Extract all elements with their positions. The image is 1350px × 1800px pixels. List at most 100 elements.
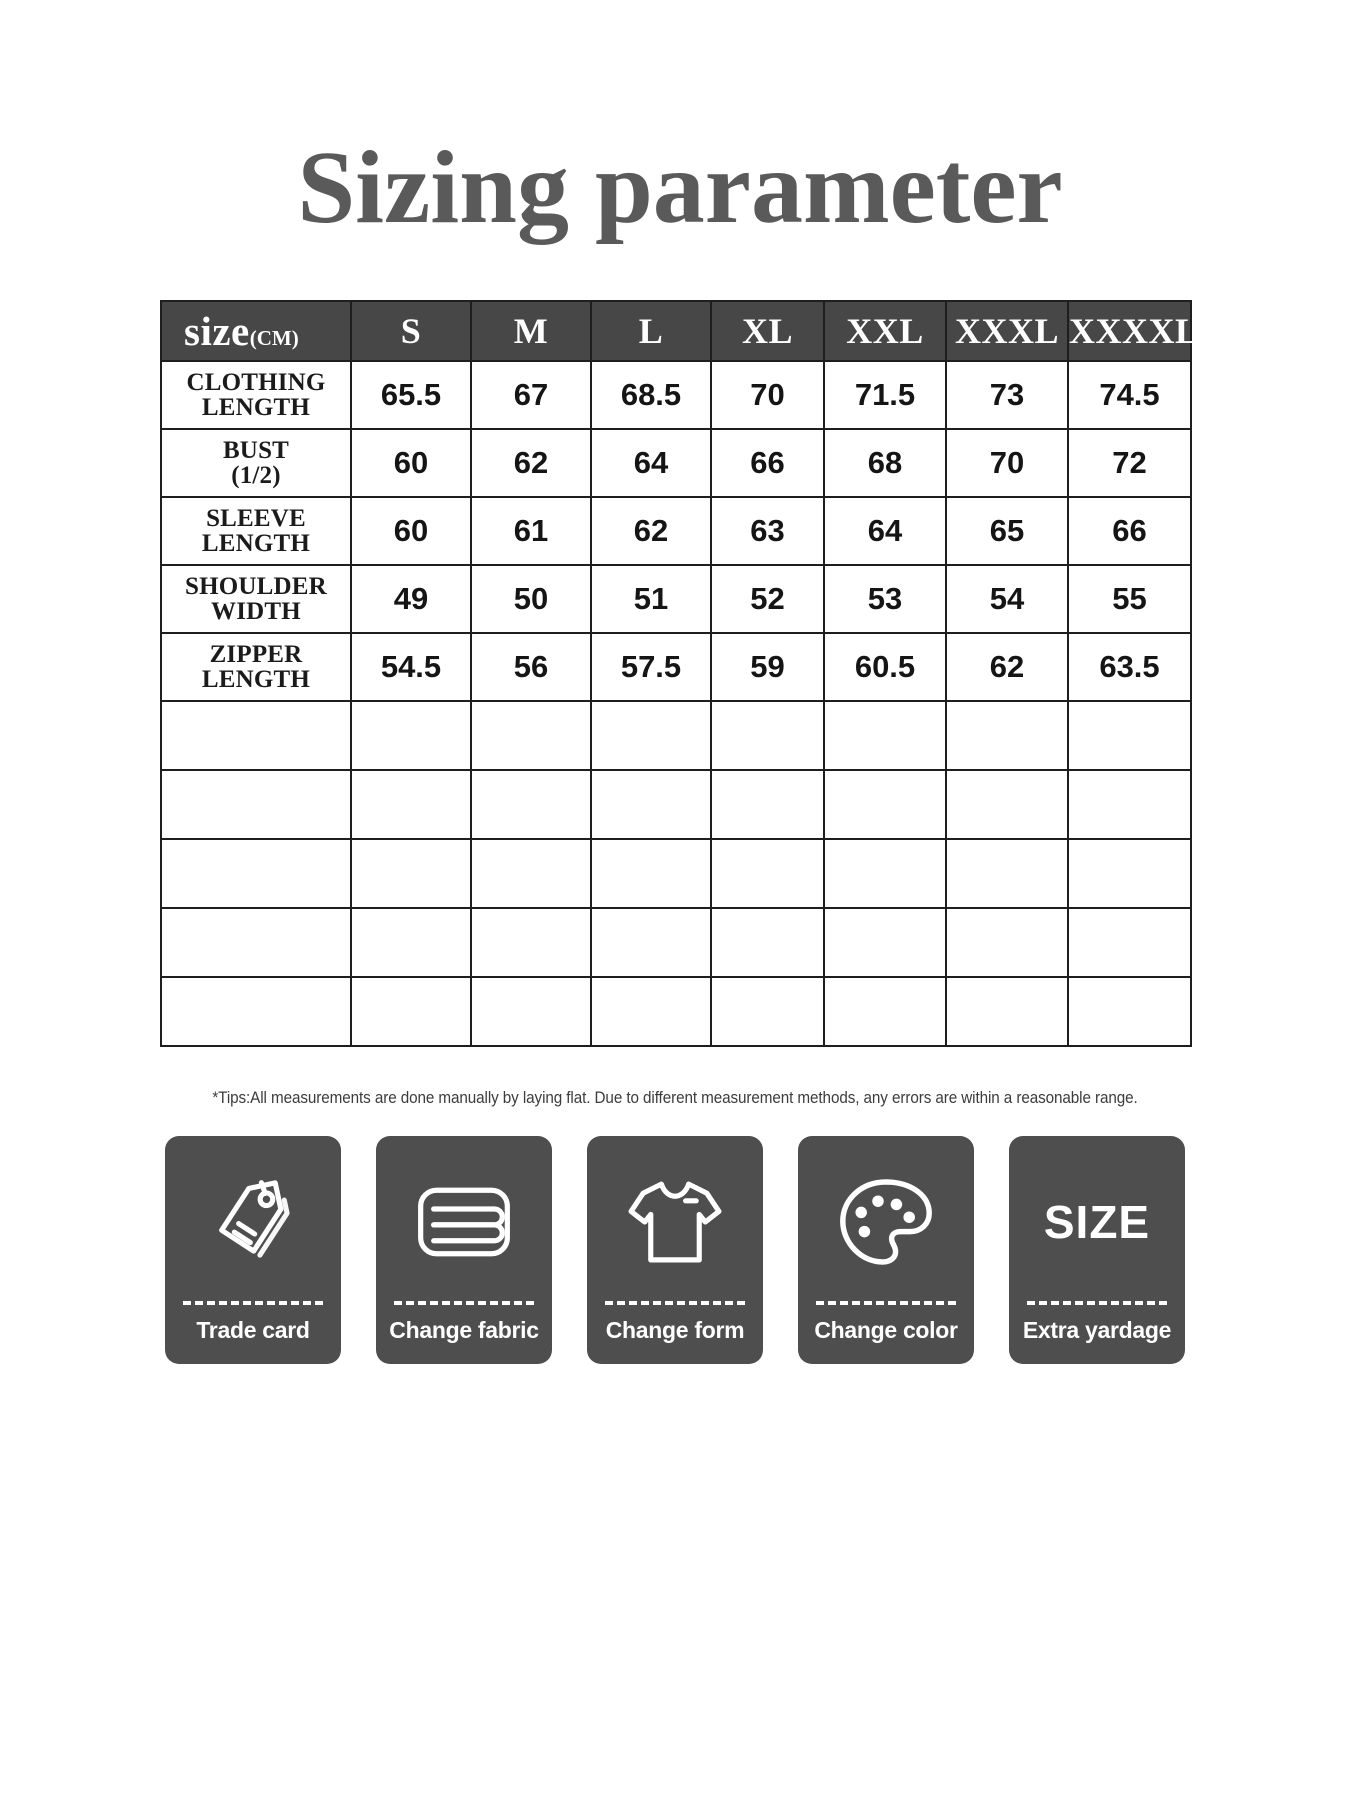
- cell-clothing-length-xl: 70: [710, 360, 825, 430]
- price-tag-icon: [205, 1174, 301, 1270]
- fabric-roll-icon: [412, 1178, 516, 1266]
- header-cell-xxxl: XXXL: [945, 300, 1069, 362]
- header-cell-xxxxl: XXXXL: [1067, 300, 1199, 362]
- card-label: Extra yardage: [1022, 1317, 1172, 1343]
- empty-cell: [590, 838, 712, 909]
- card-icon-area: SIZE: [1009, 1136, 1185, 1301]
- cell-zipper-length-m: 56: [470, 632, 592, 702]
- card-label: Change form: [605, 1317, 745, 1343]
- header-cell-s: S: [350, 300, 472, 362]
- table-header: size(CM) S M L XL XXL XXXL XXXXL: [160, 300, 1199, 362]
- card-icon-area: [165, 1136, 341, 1301]
- card-trade-card[interactable]: Trade card: [165, 1136, 341, 1364]
- empty-cell: [470, 976, 592, 1047]
- cell-zipper-length-xxl: 60.5: [823, 632, 947, 702]
- empty-cell: [1067, 700, 1192, 771]
- tshirt-icon: [625, 1174, 725, 1270]
- empty-cell: [945, 838, 1069, 909]
- row-label-line2: (1/2): [231, 462, 281, 489]
- empty-cell: [823, 907, 947, 978]
- page-title: Sizing parameter: [297, 130, 1063, 245]
- cell-clothing-length-xxl: 71.5: [823, 360, 947, 430]
- cell-bust-l: 64: [590, 428, 712, 498]
- row-label-line2: LENGTH: [201, 394, 311, 421]
- table-row: BUST (1/2) 60 62 64 66 68 70 72: [160, 428, 1192, 498]
- row-label-zipper-length: ZIPPER LENGTH: [160, 632, 352, 702]
- table-body: CLOTHING LENGTH 65.5 67 68.5 70 71.5 73 7…: [160, 360, 1192, 1047]
- empty-cell: [160, 838, 352, 909]
- empty-cell: [160, 976, 352, 1047]
- row-label-line1: SHOULDER: [185, 572, 327, 600]
- empty-cell: [470, 769, 592, 840]
- table-row-empty: [160, 907, 1192, 978]
- cell-bust-xxl: 68: [823, 428, 947, 498]
- empty-cell: [1067, 838, 1192, 909]
- empty-cell: [710, 976, 825, 1047]
- cell-clothing-length-l: 68.5: [590, 360, 712, 430]
- table-row-empty: [160, 700, 1192, 771]
- cell-bust-xxxl: 70: [945, 428, 1069, 498]
- paint-palette-icon: [836, 1174, 936, 1270]
- card-change-form[interactable]: Change form: [587, 1136, 763, 1364]
- cell-shoulder-width-xxxl: 54: [945, 564, 1069, 634]
- table-row-empty: [160, 976, 1192, 1047]
- header-cell-size: size(CM): [160, 300, 352, 362]
- card-divider: [1027, 1301, 1167, 1305]
- cell-clothing-length-s: 65.5: [350, 360, 472, 430]
- row-label-line1: CLOTHING: [186, 368, 326, 396]
- table-row: ZIPPER LENGTH 54.5 56 57.5 59 60.5 62 63.…: [160, 632, 1192, 702]
- row-label-bust: BUST (1/2): [160, 428, 352, 498]
- empty-cell: [350, 769, 472, 840]
- row-label-line2: LENGTH: [201, 530, 311, 557]
- empty-cell: [710, 907, 825, 978]
- empty-cell: [945, 769, 1069, 840]
- empty-cell: [350, 838, 472, 909]
- empty-cell: [823, 769, 947, 840]
- empty-cell: [590, 700, 712, 771]
- empty-cell: [1067, 907, 1192, 978]
- table-row-empty: [160, 838, 1192, 909]
- tips-note: *Tips:All measurements are done manually…: [212, 1089, 1138, 1107]
- empty-cell: [160, 769, 352, 840]
- empty-cell: [350, 907, 472, 978]
- table-row-empty: [160, 769, 1192, 840]
- card-label: Change fabric: [389, 1317, 539, 1343]
- row-label-line1: BUST: [222, 436, 290, 464]
- sizing-table-container: size(CM) S M L XL XXL XXXL XXXXL CLOTHIN…: [160, 240, 1199, 1047]
- header-cell-l: L: [590, 300, 712, 362]
- cell-sleeve-length-m: 61: [470, 496, 592, 566]
- card-change-fabric[interactable]: Change fabric: [376, 1136, 552, 1364]
- empty-cell: [945, 976, 1069, 1047]
- card-change-color[interactable]: Change color: [798, 1136, 974, 1364]
- cell-shoulder-width-xl: 52: [710, 564, 825, 634]
- card-extra-yardage[interactable]: SIZE Extra yardage: [1009, 1136, 1185, 1364]
- cell-shoulder-width-xxxxl: 55: [1067, 564, 1192, 634]
- card-label: Change color: [814, 1317, 958, 1343]
- cell-bust-m: 62: [470, 428, 592, 498]
- table-row: SHOULDER WIDTH 49 50 51 52 53 54 55: [160, 564, 1192, 634]
- empty-cell: [945, 700, 1069, 771]
- cell-bust-xxxxl: 72: [1067, 428, 1192, 498]
- header-row: size(CM) S M L XL XXL XXXL XXXXL: [160, 300, 1199, 362]
- card-divider: [816, 1301, 956, 1305]
- empty-cell: [1067, 769, 1192, 840]
- card-divider: [605, 1301, 745, 1305]
- cell-shoulder-width-m: 50: [470, 564, 592, 634]
- empty-cell: [350, 700, 472, 771]
- empty-cell: [470, 838, 592, 909]
- empty-cell: [823, 838, 947, 909]
- row-label-sleeve-length: SLEEVE LENGTH: [160, 496, 352, 566]
- empty-cell: [710, 769, 825, 840]
- service-cards: Trade card Change fabric: [165, 1108, 1185, 1364]
- cell-zipper-length-xxxl: 62: [945, 632, 1069, 702]
- size-text-icon: SIZE: [1043, 1195, 1151, 1248]
- cell-shoulder-width-xxl: 53: [823, 564, 947, 634]
- row-label-line1: SLEEVE: [206, 504, 306, 532]
- cell-bust-s: 60: [350, 428, 472, 498]
- empty-cell: [590, 907, 712, 978]
- empty-cell: [350, 976, 472, 1047]
- cell-clothing-length-xxxxl: 74.5: [1067, 360, 1192, 430]
- card-icon-area: [587, 1136, 763, 1301]
- cell-sleeve-length-xxl: 64: [823, 496, 947, 566]
